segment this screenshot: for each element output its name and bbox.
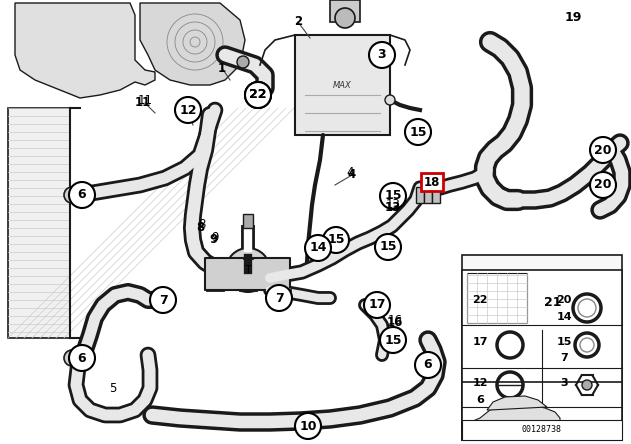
Text: 15: 15 <box>384 190 402 202</box>
Text: 20: 20 <box>594 178 611 191</box>
Text: 22: 22 <box>249 88 267 102</box>
Circle shape <box>369 42 395 68</box>
Circle shape <box>175 97 201 123</box>
Text: 8: 8 <box>196 222 204 234</box>
Polygon shape <box>487 396 547 410</box>
Text: 20: 20 <box>557 295 572 305</box>
Circle shape <box>69 182 95 208</box>
Circle shape <box>245 82 271 108</box>
Circle shape <box>64 187 80 203</box>
Polygon shape <box>473 405 560 428</box>
Bar <box>424 187 432 203</box>
Polygon shape <box>140 3 245 85</box>
Circle shape <box>590 172 616 198</box>
Text: 6: 6 <box>78 352 86 365</box>
Circle shape <box>245 82 271 108</box>
Text: 7: 7 <box>158 293 167 306</box>
Circle shape <box>484 421 496 433</box>
Bar <box>462 382 622 440</box>
Circle shape <box>237 56 249 68</box>
Text: 18: 18 <box>424 175 440 189</box>
Circle shape <box>582 380 592 390</box>
Text: 6: 6 <box>476 395 484 405</box>
Circle shape <box>64 350 80 366</box>
Bar <box>462 255 622 440</box>
Text: 9: 9 <box>210 234 218 246</box>
Text: 15: 15 <box>410 126 427 139</box>
Bar <box>467 273 527 323</box>
Text: 12: 12 <box>472 378 488 388</box>
Bar <box>243 214 253 228</box>
Text: 13: 13 <box>386 198 401 211</box>
Circle shape <box>323 227 349 253</box>
Text: 9: 9 <box>211 231 219 245</box>
Text: 15: 15 <box>379 241 397 254</box>
Circle shape <box>295 413 321 439</box>
Circle shape <box>364 292 390 318</box>
Text: 15: 15 <box>557 337 572 347</box>
Circle shape <box>150 287 176 313</box>
Text: 20: 20 <box>594 143 611 156</box>
Text: 7: 7 <box>274 292 283 305</box>
Bar <box>421 173 443 191</box>
Bar <box>416 187 424 203</box>
Text: 12: 12 <box>179 103 197 116</box>
Text: 15: 15 <box>327 234 345 246</box>
Text: 3: 3 <box>378 48 386 62</box>
Text: 11: 11 <box>135 96 151 110</box>
Text: 21: 21 <box>545 297 562 309</box>
Circle shape <box>380 327 406 353</box>
Text: 4: 4 <box>346 166 354 178</box>
Text: 14: 14 <box>309 242 327 254</box>
Circle shape <box>252 84 264 96</box>
Text: 4: 4 <box>348 169 356 182</box>
Text: 17: 17 <box>472 337 488 347</box>
Text: 19: 19 <box>564 12 582 24</box>
Bar <box>205 258 290 290</box>
Bar <box>432 187 440 203</box>
Bar <box>8 108 70 338</box>
Bar <box>295 35 390 135</box>
Bar <box>462 420 622 440</box>
Text: 16: 16 <box>387 317 403 329</box>
Text: 22: 22 <box>249 88 267 102</box>
Circle shape <box>590 137 616 163</box>
Circle shape <box>415 352 441 378</box>
Circle shape <box>69 345 95 371</box>
Text: 00128738: 00128738 <box>522 425 562 435</box>
Text: 16: 16 <box>387 313 403 326</box>
Polygon shape <box>15 3 155 98</box>
Circle shape <box>266 285 292 311</box>
Text: 8: 8 <box>198 218 206 231</box>
Bar <box>330 0 360 22</box>
Text: 14: 14 <box>556 312 572 322</box>
Circle shape <box>226 248 270 292</box>
Circle shape <box>380 183 406 209</box>
Text: 22: 22 <box>472 295 488 305</box>
Text: 13: 13 <box>385 202 401 214</box>
Circle shape <box>375 234 401 260</box>
Circle shape <box>245 82 271 108</box>
Text: 7: 7 <box>560 353 568 363</box>
Text: 5: 5 <box>109 381 117 395</box>
Text: 6: 6 <box>423 358 432 372</box>
Circle shape <box>385 95 395 105</box>
Text: 6: 6 <box>78 189 86 202</box>
Text: 11: 11 <box>138 94 153 107</box>
Circle shape <box>335 8 355 28</box>
Text: 17: 17 <box>369 298 386 312</box>
Text: 3: 3 <box>560 378 568 388</box>
Circle shape <box>537 421 549 433</box>
Circle shape <box>405 119 431 145</box>
Text: 1: 1 <box>218 62 226 75</box>
Text: 10: 10 <box>299 420 317 432</box>
Text: 2: 2 <box>294 16 302 28</box>
Bar <box>462 270 622 440</box>
Text: T: T <box>245 265 251 275</box>
Text: MAX: MAX <box>333 80 351 90</box>
Text: 15: 15 <box>384 333 402 346</box>
Circle shape <box>305 235 331 261</box>
